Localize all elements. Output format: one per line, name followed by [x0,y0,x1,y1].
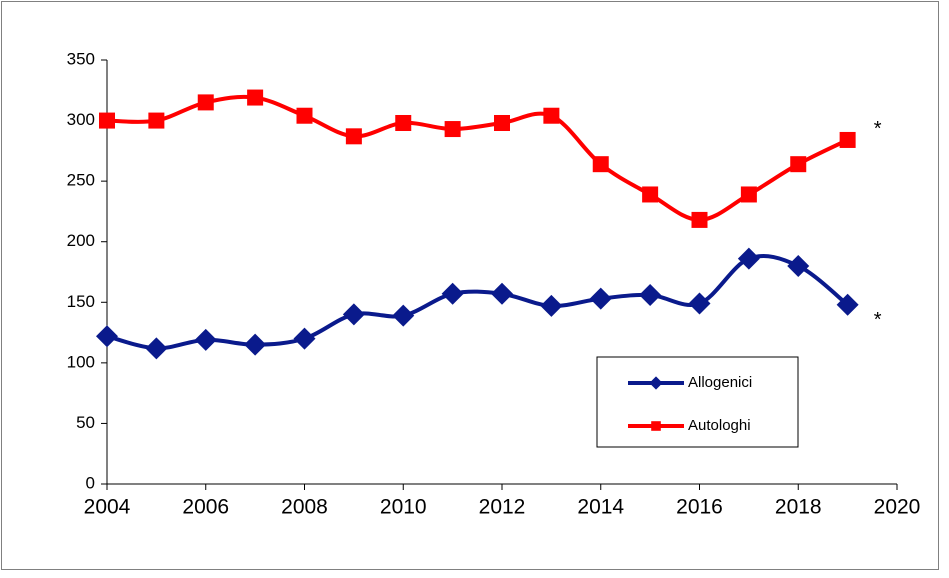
marker-diamond [342,303,365,326]
y-tick-label: 100 [67,352,95,371]
x-tick-label: 2012 [479,496,526,519]
marker-square [395,114,412,131]
marker-diamond [737,247,760,270]
marker-square [296,107,313,124]
marker-square [691,211,708,228]
marker-diamond [639,284,662,307]
x-tick-label: 2014 [577,496,624,519]
x-tick-label: 2018 [775,496,822,519]
marker-square [345,128,362,145]
marker-square [543,107,560,124]
marker-diamond [441,282,464,305]
x-tick-label: 2020 [874,496,921,519]
legend-label: Allogenici [688,374,752,391]
annotation: * [874,118,882,140]
series-line [106,254,849,351]
marker-square [444,121,461,138]
chart-frame [1,1,939,570]
marker-diamond [836,293,859,316]
marker-diamond [787,254,810,277]
x-tick-label: 2004 [84,496,131,519]
marker-diamond [589,287,612,310]
y-tick-label: 50 [76,413,95,432]
y-tick-label: 200 [67,231,95,250]
marker-square [99,112,115,129]
marker-square [148,112,165,129]
marker-diamond [293,327,316,350]
marker-square [197,94,214,111]
x-tick-label: 2006 [182,496,229,519]
marker-square [592,156,609,173]
annotation: * [874,309,882,331]
marker-square [839,131,856,148]
marker-diamond [194,328,217,351]
marker-square [494,114,510,131]
legend-label: Autologhi [688,417,751,434]
marker-diamond [688,292,711,315]
marker-diamond [96,325,118,348]
marker-diamond [244,333,267,356]
marker-square [790,156,807,173]
x-tick-label: 2010 [380,496,427,519]
y-tick-label: 350 [67,49,95,68]
y-tick-label: 150 [67,292,95,311]
marker-diamond [392,304,415,327]
y-tick-label: 0 [86,473,95,492]
y-tick-label: 300 [67,110,95,129]
series-line [106,94,849,222]
marker-diamond [491,282,513,305]
legend-marker [651,421,661,431]
x-tick-label: 2016 [676,496,723,519]
x-tick-label: 2008 [281,496,328,519]
marker-diamond [540,294,563,317]
legend-box [596,356,799,448]
marker-square [642,186,659,203]
legend-marker [649,376,663,390]
marker-square [247,89,264,106]
marker-square [740,186,757,203]
y-tick-label: 250 [67,171,95,190]
marker-diamond [145,337,168,360]
